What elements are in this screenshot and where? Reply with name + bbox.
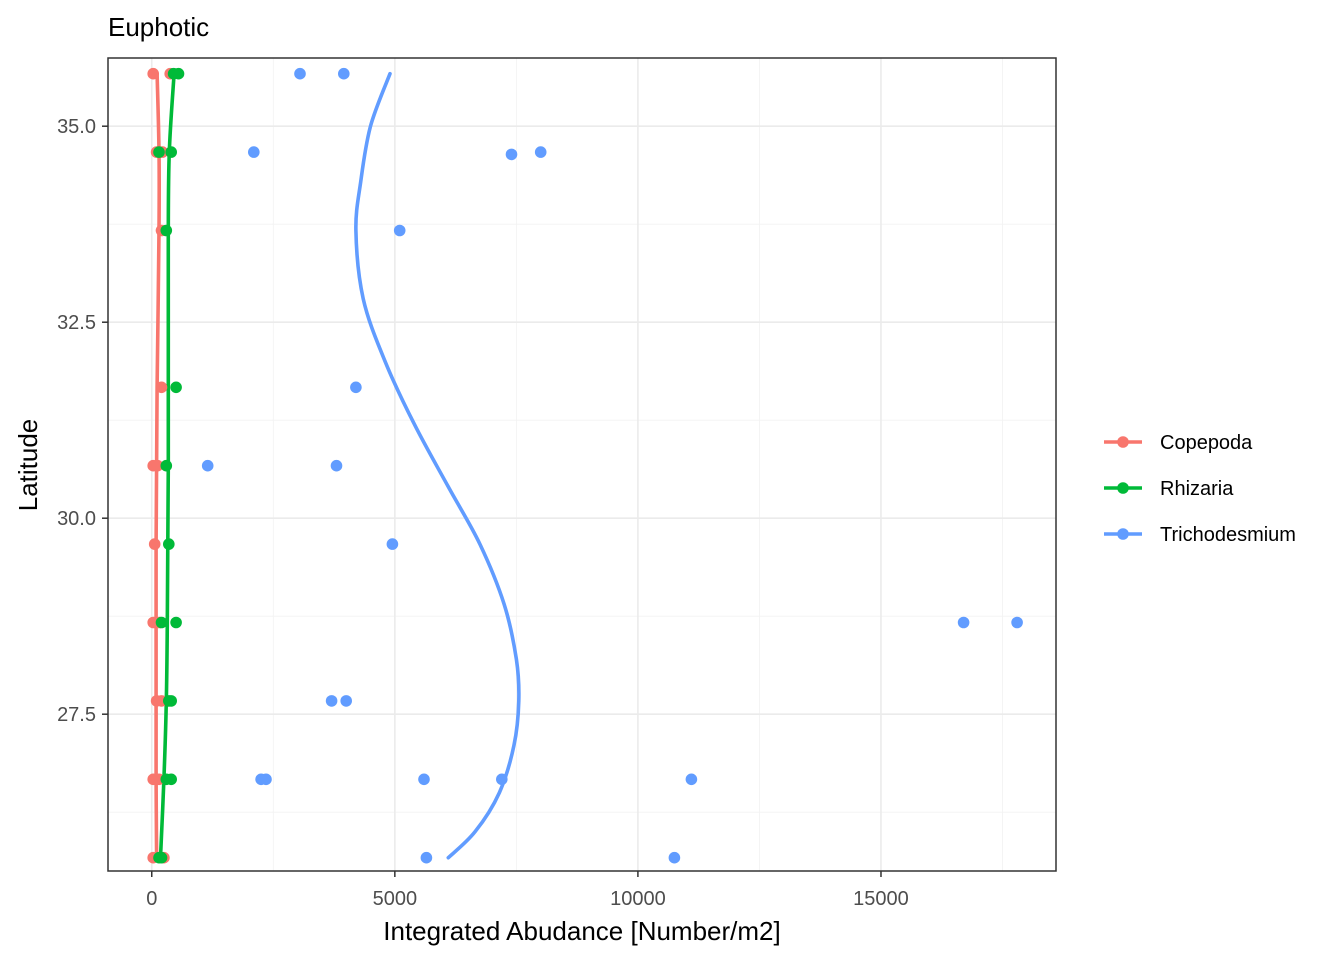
point-trichodesmium [386, 538, 399, 550]
point-trichodesmium [418, 773, 430, 786]
point-trichodesmium [393, 224, 406, 237]
point-trichodesmium [260, 773, 272, 786]
point-trichodesmium [201, 459, 214, 472]
x-tick-label: 5000 [373, 888, 418, 910]
point-rhizaria [155, 851, 168, 864]
point-trichodesmium [505, 148, 518, 161]
grid-minor [108, 58, 1056, 871]
point-rhizaria [165, 695, 177, 707]
point-rhizaria [165, 146, 177, 158]
point-copepoda [155, 381, 168, 394]
point-trichodesmium [350, 381, 362, 394]
x-axis: 0 5000 10000 15000 [146, 871, 909, 910]
y-tick-label: 27.5 [57, 704, 96, 726]
x-axis-title: Integrated Abudance [Number/m2] [383, 916, 780, 946]
legend-item-copepoda: Copepoda [1104, 432, 1253, 454]
point-rhizaria [165, 773, 177, 786]
point-trichodesmium [325, 695, 338, 707]
point-trichodesmium [668, 851, 681, 864]
legend-key-point [1117, 528, 1129, 540]
point-trichodesmium [957, 616, 970, 629]
point-copepoda [151, 459, 164, 472]
legend: Copepoda Rhizaria Trichodesmium [1104, 432, 1296, 546]
point-trichodesmium [420, 851, 433, 864]
y-axis-title: Latitude [13, 419, 43, 512]
point-trichodesmium [496, 773, 508, 786]
point-trichodesmium [294, 67, 306, 80]
y-tick-label: 35.0 [57, 116, 96, 138]
x-tick-label: 10000 [610, 888, 666, 910]
point-rhizaria [172, 67, 185, 80]
point-trichodesmium [340, 695, 353, 707]
point-rhizaria [170, 616, 182, 629]
point-trichodesmium [1011, 616, 1023, 629]
point-rhizaria [155, 616, 168, 629]
point-trichodesmium [685, 773, 698, 786]
point-rhizaria [160, 459, 173, 472]
panel-border [107, 57, 1057, 872]
data-points [147, 67, 1023, 864]
point-trichodesmium [248, 146, 260, 158]
point-rhizaria [153, 146, 165, 158]
y-axis: 27.5 30.0 32.5 35.0 [57, 116, 108, 726]
point-rhizaria [170, 381, 182, 394]
y-tick-label: 32.5 [57, 312, 96, 334]
point-trichodesmium [534, 146, 547, 158]
legend-item-trichodesmium: Trichodesmium [1104, 524, 1296, 546]
legend-label: Copepoda [1160, 432, 1253, 454]
legend-item-rhizaria: Rhizaria [1104, 478, 1234, 500]
point-trichodesmium [330, 459, 343, 472]
x-tick-label: 15000 [853, 888, 909, 910]
grid-major [108, 58, 1056, 871]
x-tick-label: 0 [146, 888, 157, 910]
legend-key-point [1117, 436, 1129, 448]
legend-label: Rhizaria [1160, 478, 1234, 500]
point-copepoda [148, 538, 161, 550]
point-rhizaria [160, 224, 173, 237]
legend-label: Trichodesmium [1160, 524, 1296, 546]
point-trichodesmium [338, 67, 350, 80]
point-copepoda [147, 67, 159, 80]
chart-title: Euphotic [108, 12, 209, 42]
point-rhizaria [163, 538, 175, 550]
smooth-line-trichodesmium [354, 71, 521, 860]
legend-key-point [1117, 482, 1129, 494]
y-tick-label: 30.0 [57, 508, 96, 530]
